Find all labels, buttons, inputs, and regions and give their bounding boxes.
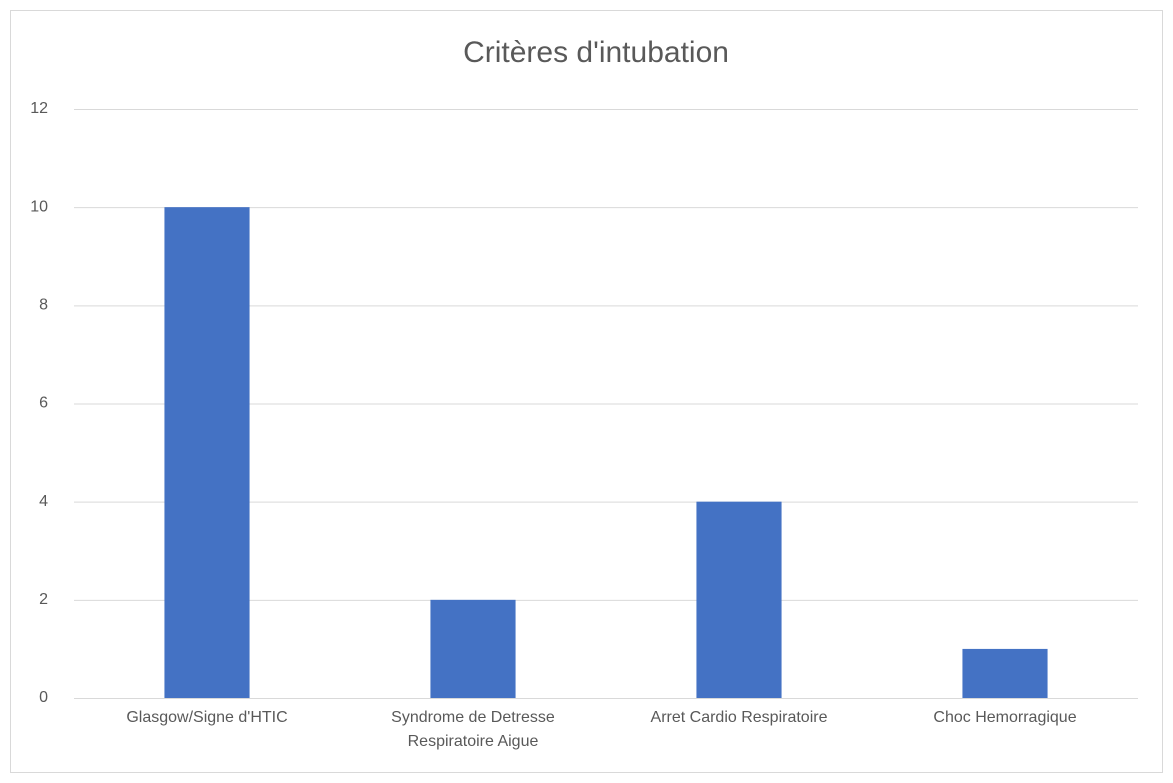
- bar: [962, 648, 1048, 698]
- y-tick-label: 0: [39, 689, 48, 706]
- y-tick-label: 6: [39, 395, 48, 412]
- bar: [696, 501, 782, 698]
- bar: [164, 207, 250, 698]
- x-tick-label: Syndrome de Detresse Respiratoire Aigue: [391, 709, 555, 750]
- x-tick-label: Choc Hemorragique: [933, 709, 1077, 726]
- y-tick-label: 10: [30, 198, 48, 215]
- x-tick-label: Arret Cardio Respiratoire: [650, 709, 828, 726]
- x-tick-label: Glasgow/Signe d'HTIC: [126, 709, 288, 726]
- bar: [430, 599, 516, 698]
- y-tick-label: 8: [39, 297, 48, 314]
- y-tick-label: 4: [39, 493, 48, 510]
- y-tick-label: 12: [30, 100, 48, 117]
- chart-title: Critères d'intubation: [463, 36, 729, 69]
- y-tick-label: 2: [39, 591, 48, 608]
